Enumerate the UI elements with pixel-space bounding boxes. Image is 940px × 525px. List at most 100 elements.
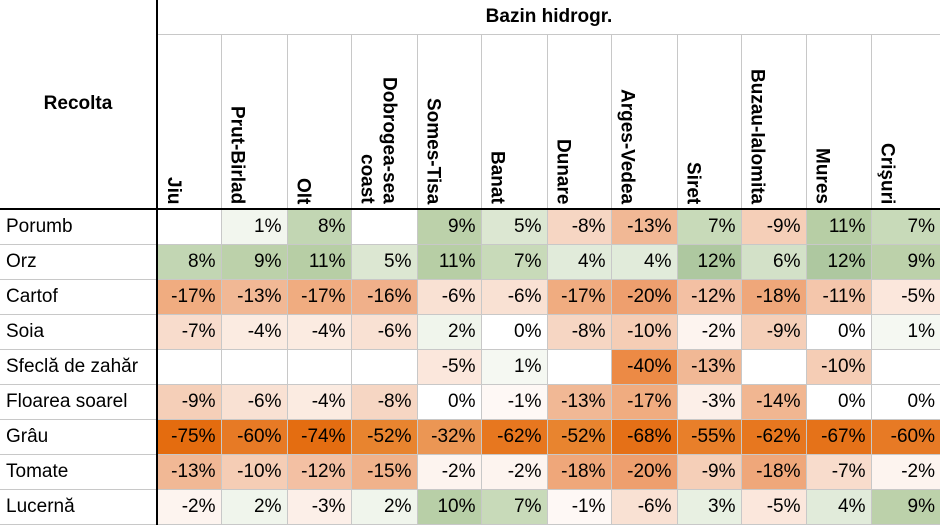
value-cell: -8% <box>546 209 611 245</box>
value-cell: 11% <box>416 244 481 280</box>
value-cell: -10% <box>610 314 677 350</box>
value-cell: 7% <box>870 209 940 245</box>
value-cell: 2% <box>416 314 481 350</box>
column-header-label: Olt <box>292 177 314 204</box>
value-cell: -13% <box>220 279 287 315</box>
value-cell <box>740 349 806 385</box>
column-header: Dunare <box>546 34 611 210</box>
column-header-label: Mures <box>811 148 833 204</box>
value-cell: -10% <box>805 349 871 385</box>
value-cell: -6% <box>350 314 417 350</box>
value-cell: -1% <box>546 489 611 525</box>
crop-label: Floarea soarel <box>0 384 157 420</box>
table-row: Soia -7% -4% -4% -6% 2% 0% -8% -10% -2% -9% 0% 1% <box>0 314 940 350</box>
value-cell: -12% <box>286 454 351 490</box>
value-cell: 12% <box>676 244 741 280</box>
value-cell: -2% <box>676 314 741 350</box>
value-cell: -7% <box>805 454 871 490</box>
value-cell: -13% <box>546 384 611 420</box>
crop-label: Grâu <box>0 419 157 455</box>
column-header: Siret <box>676 34 741 210</box>
value-cell: -2% <box>480 454 547 490</box>
crop-label: Tomate <box>0 454 157 490</box>
value-cell: -20% <box>610 279 677 315</box>
value-cell: -55% <box>676 419 741 455</box>
value-cell: -18% <box>740 279 806 315</box>
value-cell <box>156 209 221 245</box>
table-row: Porumb 1% 8% 9% 5% -8% -13% 7% -9% 11% 7% <box>0 209 940 245</box>
value-cell: 1% <box>220 209 287 245</box>
value-cell: -6% <box>480 279 547 315</box>
value-cell: -16% <box>350 279 417 315</box>
value-cell: -8% <box>350 384 417 420</box>
value-cell: 0% <box>480 314 547 350</box>
value-cell: -6% <box>610 489 677 525</box>
value-cell: -62% <box>740 419 806 455</box>
value-cell <box>156 349 221 385</box>
value-cell: 1% <box>870 314 940 350</box>
value-cell: -13% <box>156 454 221 490</box>
value-cell: -9% <box>676 454 741 490</box>
value-cell: -14% <box>740 384 806 420</box>
column-header-label: Dunare <box>552 138 574 204</box>
value-cell: -62% <box>480 419 547 455</box>
value-cell: 2% <box>350 489 417 525</box>
value-cell <box>870 349 940 385</box>
value-cell: -4% <box>286 384 351 420</box>
value-cell: -10% <box>220 454 287 490</box>
value-cell: 5% <box>480 209 547 245</box>
value-cell: 7% <box>676 209 741 245</box>
value-cell: 10% <box>416 489 481 525</box>
value-cell: 0% <box>805 314 871 350</box>
value-cell: 11% <box>286 244 351 280</box>
value-cell: -75% <box>156 419 221 455</box>
value-cell: -17% <box>286 279 351 315</box>
value-cell: 8% <box>156 244 221 280</box>
header-row-columns: Jiu Prut-Birlad Olt Dobrogea-sea coast Somes… <box>0 34 940 210</box>
value-cell: -17% <box>156 279 221 315</box>
table-row: Cartof -17% -13% -17% -16% -6% -6% -17% -20% -12%… <box>0 279 940 315</box>
value-cell: -4% <box>220 314 287 350</box>
value-cell: -1% <box>480 384 547 420</box>
crop-label: Soia <box>0 314 157 350</box>
value-cell: -5% <box>740 489 806 525</box>
value-cell: -12% <box>676 279 741 315</box>
crop-label: Cartof <box>0 279 157 315</box>
value-cell: -8% <box>546 314 611 350</box>
header-row-title: Recolta Bazin hidrogr. <box>0 0 940 210</box>
column-header-label: Arges-Vedea <box>616 88 638 204</box>
column-header-label: Buzau-Ialomita <box>746 68 768 204</box>
column-header: Arges-Vedea <box>610 34 677 210</box>
value-cell: -40% <box>610 349 677 385</box>
value-cell: -18% <box>546 454 611 490</box>
value-cell <box>286 349 351 385</box>
value-cell: -11% <box>805 279 871 315</box>
value-cell: -18% <box>740 454 806 490</box>
value-cell: -2% <box>416 454 481 490</box>
value-cell <box>350 209 417 245</box>
basin-group-title: Bazin hidrogr. <box>156 0 940 35</box>
value-cell: -52% <box>546 419 611 455</box>
table-row: Lucernă -2% 2% -3% 2% 10% 7% -1% -6% 3% -5% 4% 9% <box>0 489 940 525</box>
column-header: Crişuri <box>870 34 940 210</box>
column-header: Buzau-Ialomita <box>740 34 806 210</box>
value-cell: -9% <box>740 314 806 350</box>
value-cell: 9% <box>870 489 940 525</box>
value-cell: 9% <box>220 244 287 280</box>
table-body: Porumb 1% 8% 9% 5% -8% -13% 7% -9% 11% 7% Orz 8% 9% 11… <box>0 209 940 525</box>
value-cell: -74% <box>286 419 351 455</box>
column-header-label: Prut-Birlad <box>226 105 248 204</box>
value-cell: -67% <box>805 419 871 455</box>
value-cell: 2% <box>220 489 287 525</box>
column-header: Olt <box>286 34 351 210</box>
crop-label: Orz <box>0 244 157 280</box>
value-cell: 0% <box>870 384 940 420</box>
value-cell: -13% <box>610 209 677 245</box>
value-cell: -6% <box>220 384 287 420</box>
value-cell: 7% <box>480 489 547 525</box>
column-header-label: Dobrogea-sea coast <box>356 77 400 204</box>
value-cell: -60% <box>220 419 287 455</box>
value-cell: 3% <box>676 489 741 525</box>
value-cell: 0% <box>416 384 481 420</box>
